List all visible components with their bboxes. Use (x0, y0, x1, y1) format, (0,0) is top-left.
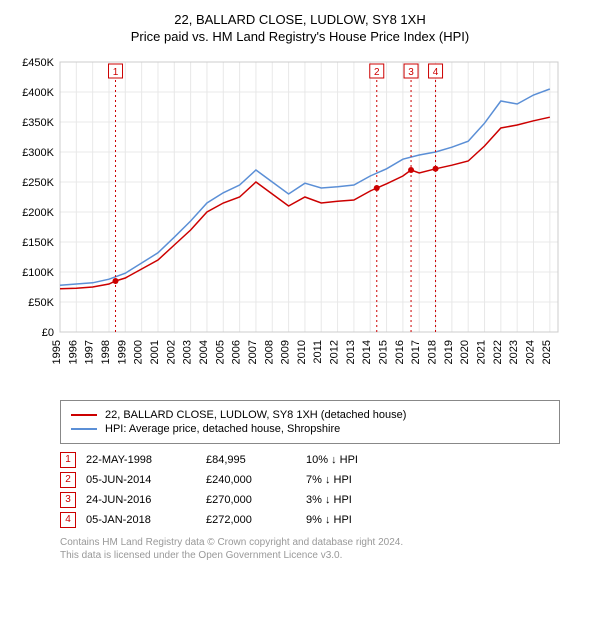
legend-label: 22, BALLARD CLOSE, LUDLOW, SY8 1XH (deta… (105, 409, 406, 421)
x-tick-label: 2007 (247, 340, 259, 364)
marker-badge: 3 (60, 492, 76, 508)
tx-pct: 9% ↓ HPI (306, 510, 368, 530)
x-tick-label: 2011 (312, 340, 324, 364)
x-tick-label: 2025 (541, 340, 553, 364)
table-row: 3 24-JUN-2016£270,0003% ↓ HPI (60, 490, 368, 510)
chart-area: £0 £50K £100K £150K £200K £250K £300K £350K £400… (10, 52, 590, 392)
x-tick-label: 1999 (116, 340, 128, 364)
x-tick-label: 2006 (231, 340, 243, 364)
y-tick-label: £0 (42, 327, 54, 339)
chart-title: 22, BALLARD CLOSE, LUDLOW, SY8 1XH (10, 12, 590, 27)
x-tick-label: 2014 (361, 340, 373, 364)
x-tick-label: 2022 (492, 340, 504, 364)
y-tick-label: £50K (28, 297, 54, 309)
y-tick-label: £250K (22, 177, 54, 189)
y-tick-label: £200K (22, 207, 54, 219)
table-row: 1 22-MAY-1998£84,99510% ↓ HPI (60, 450, 368, 470)
tx-price: £270,000 (206, 490, 306, 510)
marker-badge: 2 (60, 472, 76, 488)
y-tick-label: £400K (22, 87, 54, 99)
x-tick-label: 2016 (394, 340, 406, 364)
legend-label: HPI: Average price, detached house, Shro… (105, 423, 340, 435)
x-tick-label: 2018 (427, 340, 439, 364)
y-tick-label: £350K (22, 117, 54, 129)
tx-price: £272,000 (206, 510, 306, 530)
tx-date: 05-JUN-2014 (86, 470, 206, 490)
x-tick-label: 1995 (51, 340, 63, 364)
x-tick-label: 2020 (459, 340, 471, 364)
x-tick-label: 1998 (100, 340, 112, 364)
tx-price: £84,995 (206, 450, 306, 470)
chart-marker-label: 4 (433, 67, 439, 78)
footer-line: Contains HM Land Registry data © Crown c… (60, 536, 560, 549)
x-tick-label: 2023 (508, 340, 520, 364)
x-tick-label: 2002 (165, 340, 177, 364)
chart-marker-label: 2 (374, 67, 380, 78)
y-tick-label: £150K (22, 237, 54, 249)
marker-badge: 4 (60, 512, 76, 528)
x-tick-label: 2013 (345, 340, 357, 364)
legend-swatch (71, 428, 97, 430)
x-tick-label: 1996 (67, 340, 79, 364)
x-tick-label: 2017 (410, 340, 422, 364)
x-tick-label: 2000 (133, 340, 145, 364)
legend-swatch (71, 414, 97, 416)
x-tick-label: 2005 (214, 340, 226, 364)
x-tick-label: 2021 (476, 340, 488, 364)
x-tick-label: 2012 (329, 340, 341, 364)
table-row: 2 05-JUN-2014£240,0007% ↓ HPI (60, 470, 368, 490)
legend-row: HPI: Average price, detached house, Shro… (71, 423, 549, 435)
x-tick-label: 2009 (280, 340, 292, 364)
legend-row: 22, BALLARD CLOSE, LUDLOW, SY8 1XH (deta… (71, 409, 549, 421)
tx-pct: 7% ↓ HPI (306, 470, 368, 490)
y-tick-label: £450K (22, 57, 54, 69)
transactions-table: 1 22-MAY-1998£84,99510% ↓ HPI 2 05-JUN-2014… (60, 450, 368, 530)
x-tick-label: 2019 (443, 340, 455, 364)
table-row: 4 05-JAN-2018£272,0009% ↓ HPI (60, 510, 368, 530)
y-tick-label: £300K (22, 147, 54, 159)
x-tick-label: 2004 (198, 340, 210, 364)
line-chart: £0 £50K £100K £150K £200K £250K £300K £350K £400… (10, 52, 570, 392)
x-tick-label: 2015 (378, 340, 390, 364)
tx-pct: 10% ↓ HPI (306, 450, 368, 470)
tx-date: 22-MAY-1998 (86, 450, 206, 470)
tx-date: 24-JUN-2016 (86, 490, 206, 510)
x-tick-label: 2001 (149, 340, 161, 364)
legend: 22, BALLARD CLOSE, LUDLOW, SY8 1XH (deta… (60, 400, 560, 444)
x-tick-label: 2010 (296, 340, 308, 364)
chart-subtitle: Price paid vs. HM Land Registry's House … (10, 29, 590, 44)
chart-marker-label: 1 (113, 67, 119, 78)
x-tick-label: 2008 (263, 340, 275, 364)
footer-text: Contains HM Land Registry data © Crown c… (60, 536, 560, 562)
tx-pct: 3% ↓ HPI (306, 490, 368, 510)
x-tick-label: 1997 (84, 340, 96, 364)
tx-price: £240,000 (206, 470, 306, 490)
y-tick-label: £100K (22, 267, 54, 279)
x-tick-label: 2024 (525, 340, 537, 364)
x-tick-label: 2003 (182, 340, 194, 364)
marker-badge: 1 (60, 452, 76, 468)
tx-date: 05-JAN-2018 (86, 510, 206, 530)
chart-marker-label: 3 (408, 67, 414, 78)
footer-line: This data is licensed under the Open Gov… (60, 549, 560, 562)
